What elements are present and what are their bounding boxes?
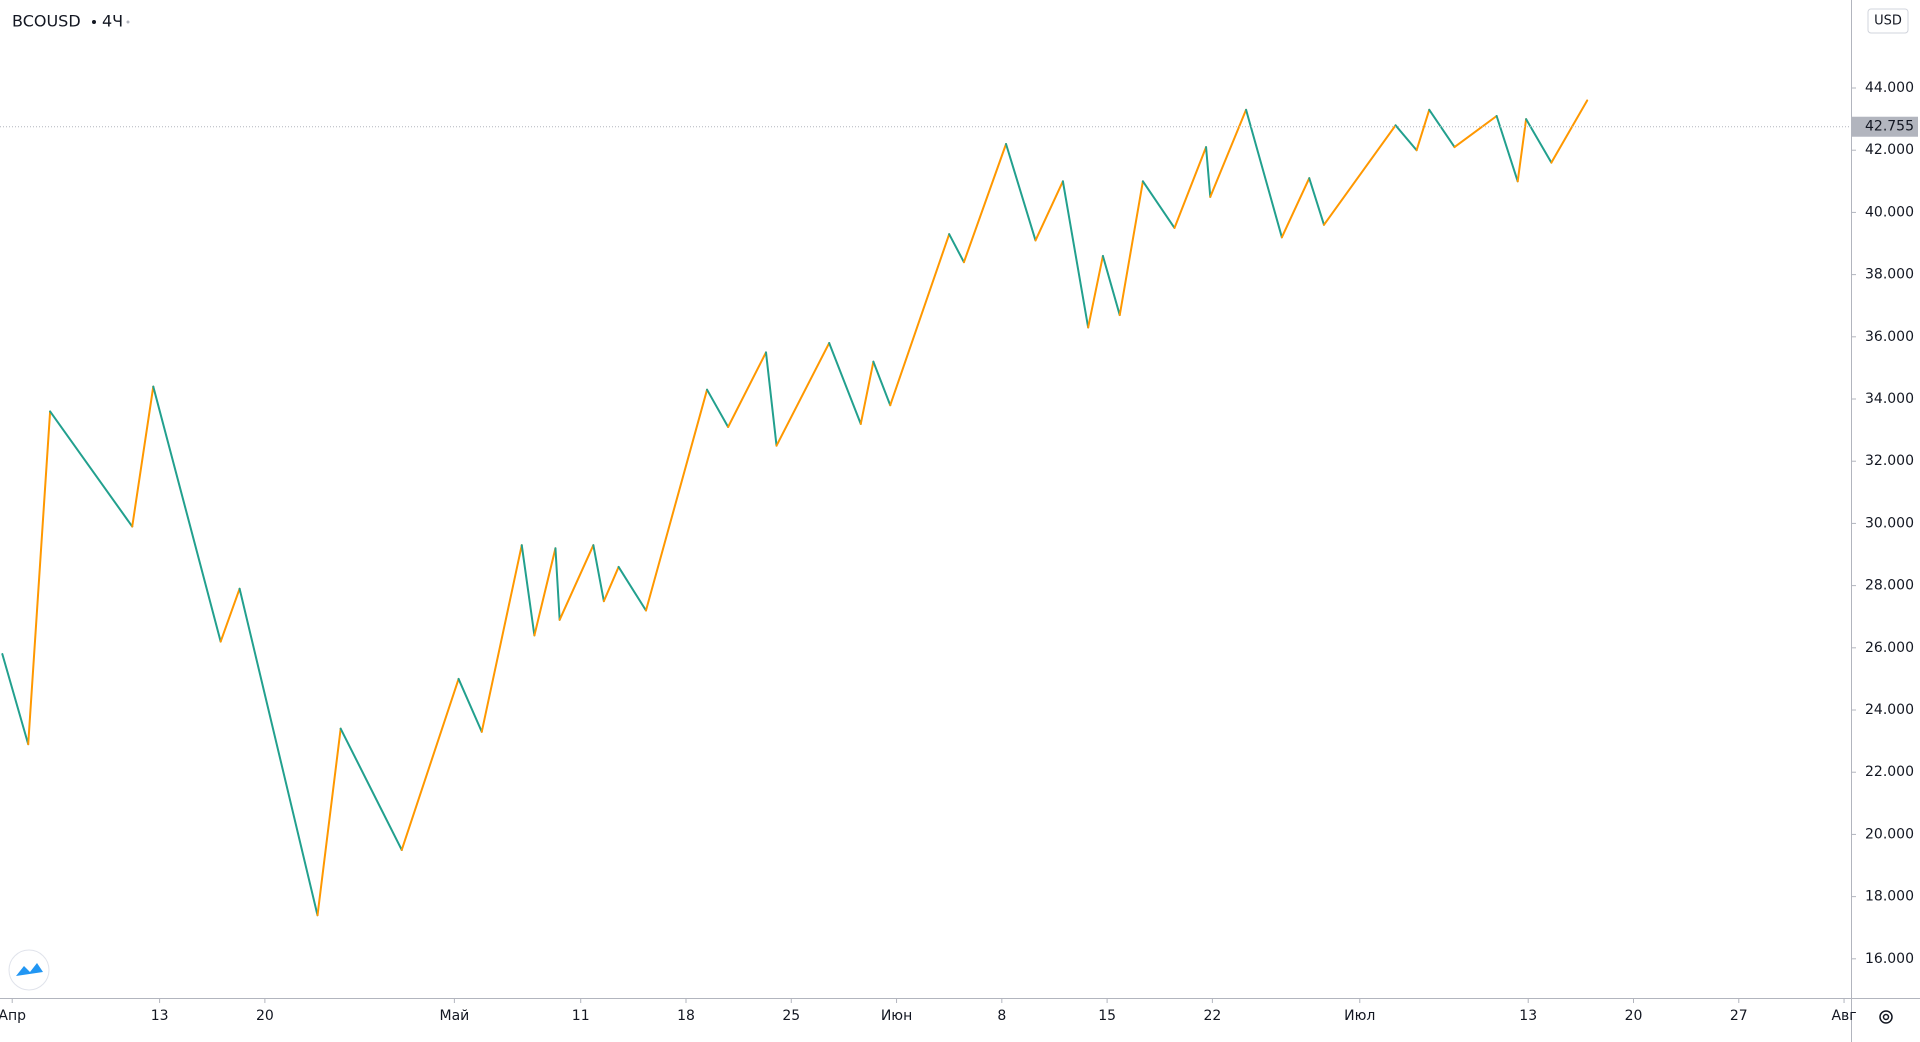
zigzag-segment bbox=[962, 142, 1008, 264]
zigzag-segment bbox=[400, 677, 460, 851]
x-tick-label: 20 bbox=[1625, 1008, 1643, 1024]
x-tick-label: Июн bbox=[881, 1008, 912, 1024]
separator bbox=[126, 20, 130, 24]
x-tick-label: Май bbox=[439, 1008, 469, 1024]
zigzag-segment bbox=[617, 565, 647, 612]
zigzag-segment bbox=[316, 727, 342, 917]
last-price-label: 42.755 bbox=[1865, 119, 1914, 135]
zigzag-segment bbox=[1245, 108, 1283, 239]
zigzag-segment bbox=[1280, 177, 1311, 239]
zigzag-segment bbox=[859, 360, 875, 425]
y-tick-label: 18.000 bbox=[1865, 889, 1914, 905]
zigzag-segment bbox=[592, 544, 605, 603]
x-tick-label: 13 bbox=[1519, 1008, 1537, 1024]
zigzag-segment bbox=[1453, 115, 1498, 149]
zigzag-segment bbox=[1428, 108, 1456, 149]
symbol: BCOUSD bbox=[12, 12, 81, 31]
zigzag-segment bbox=[1005, 142, 1037, 242]
currency: USD bbox=[1874, 14, 1902, 29]
zigzag-segment bbox=[1, 653, 30, 746]
x-tick-label: Июл bbox=[1344, 1008, 1375, 1024]
zigzag-segment bbox=[533, 547, 557, 637]
y-tick-label: 34.000 bbox=[1865, 391, 1914, 407]
zigzag-segment bbox=[602, 565, 620, 603]
zigzag-segment bbox=[1173, 146, 1208, 229]
zigzag-segment bbox=[775, 342, 831, 447]
zigzag-segment bbox=[1101, 254, 1121, 317]
x-tick-label: 27 bbox=[1730, 1008, 1748, 1024]
x-tick-label: 8 bbox=[997, 1008, 1006, 1024]
zigzag-segment bbox=[706, 388, 730, 429]
zigzag-segment bbox=[480, 544, 523, 733]
logo[interactable] bbox=[8, 949, 50, 991]
zigzag-segment bbox=[644, 388, 709, 612]
y-tick-label: 16.000 bbox=[1865, 951, 1914, 967]
y-tick-label: 32.000 bbox=[1865, 453, 1914, 469]
interval: 4Ч bbox=[102, 12, 123, 31]
y-tick-label: 24.000 bbox=[1865, 702, 1914, 718]
zigzag-segment bbox=[238, 587, 319, 917]
zigzag-segment bbox=[828, 342, 862, 425]
zigzag-segment bbox=[49, 410, 134, 528]
y-tick-label: 26.000 bbox=[1865, 640, 1914, 656]
y-tick-label: 42.000 bbox=[1865, 142, 1914, 158]
zigzag-segment bbox=[1322, 124, 1397, 226]
zigzag-segment bbox=[27, 410, 52, 746]
zigzag-segment bbox=[1034, 180, 1064, 242]
zigzag-segment bbox=[131, 385, 155, 528]
x-tick-label: 15 bbox=[1098, 1008, 1116, 1024]
last-price-box bbox=[1852, 116, 1918, 137]
y-tick-label: 20.000 bbox=[1865, 826, 1914, 842]
zigzag-segment bbox=[1308, 177, 1325, 226]
zigzag-segment bbox=[1209, 108, 1248, 198]
zigzag-segment bbox=[520, 544, 536, 637]
settings-icon[interactable] bbox=[1879, 1010, 1893, 1024]
y-tick-label: 36.000 bbox=[1865, 329, 1914, 345]
y-tick-label: 44.000 bbox=[1865, 80, 1914, 96]
currency-box[interactable] bbox=[1867, 8, 1909, 34]
x-tick-label: Авг bbox=[1831, 1008, 1856, 1024]
x-tick-label: 13 bbox=[151, 1008, 169, 1024]
zigzag-segment bbox=[1516, 118, 1528, 183]
zigzag-segment bbox=[339, 727, 403, 851]
x-tick-label: 25 bbox=[782, 1008, 800, 1024]
zigzag-segment bbox=[1061, 180, 1090, 329]
x-tick-label: 18 bbox=[677, 1008, 695, 1024]
zigzag-segment bbox=[948, 233, 965, 264]
zigzag-segment bbox=[1495, 115, 1519, 183]
zigzag-segment bbox=[152, 385, 222, 643]
x-tick-label: 11 bbox=[572, 1008, 590, 1024]
x-tick-label: 20 bbox=[256, 1008, 274, 1024]
zigzag-segment bbox=[1087, 254, 1104, 329]
zigzag-segment bbox=[554, 547, 561, 621]
y-tick-label: 30.000 bbox=[1865, 515, 1914, 531]
zigzag-segment bbox=[1550, 99, 1589, 164]
separator bbox=[92, 20, 96, 24]
zigzag-segment bbox=[872, 360, 892, 407]
zigzag-segment bbox=[558, 544, 595, 621]
zigzag-segment bbox=[1525, 118, 1553, 164]
zigzag-segment bbox=[1205, 146, 1212, 198]
zigzag-segment bbox=[457, 677, 483, 733]
x-tick-label: Апр bbox=[0, 1008, 26, 1024]
zigzag-segment bbox=[219, 587, 241, 643]
y-tick-label: 40.000 bbox=[1865, 204, 1914, 220]
zigzag-segment bbox=[1415, 108, 1431, 152]
zigzag-segment bbox=[1141, 180, 1176, 229]
zigzag-segment bbox=[1118, 180, 1144, 317]
zigzag-segment bbox=[1394, 124, 1418, 152]
zigzag-segment bbox=[727, 351, 768, 429]
y-tick-label: 38.000 bbox=[1865, 267, 1914, 283]
y-tick-label: 28.000 bbox=[1865, 578, 1914, 594]
zigzag-segment bbox=[889, 233, 951, 407]
zigzag-segment bbox=[765, 351, 778, 447]
x-tick-label: 22 bbox=[1203, 1008, 1221, 1024]
y-tick-label: 22.000 bbox=[1865, 764, 1914, 780]
